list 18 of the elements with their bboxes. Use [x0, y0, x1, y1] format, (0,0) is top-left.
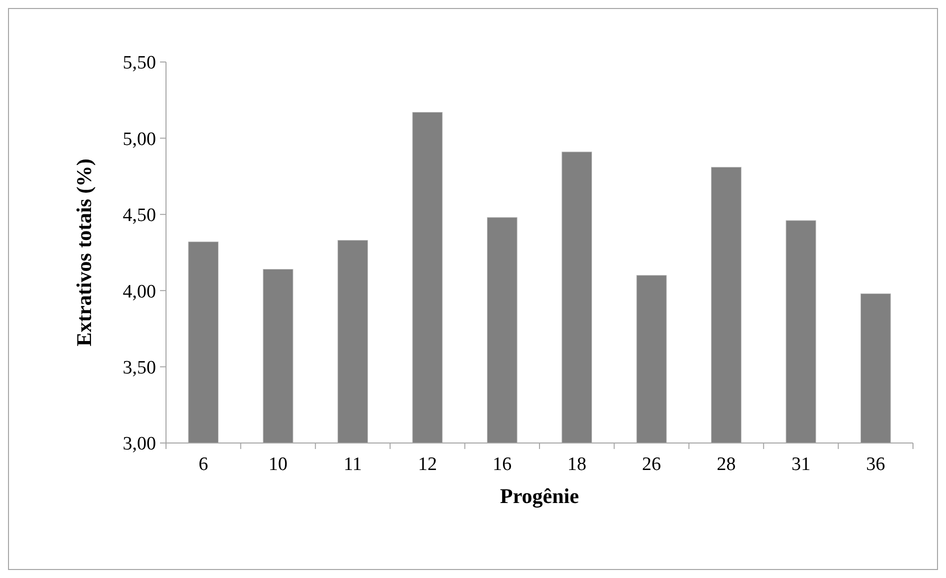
y-axis-title: Extrativos totais (%)	[72, 158, 96, 346]
x-tick-label: 31	[791, 454, 810, 475]
x-tick-label: 11	[344, 454, 362, 475]
y-tick-label: 5,00	[122, 128, 156, 150]
y-tick-label: 5,50	[122, 52, 156, 74]
x-tick-label: 28	[716, 454, 736, 475]
x-tick-label: 12	[418, 454, 437, 475]
x-tick-label: 36	[866, 454, 886, 475]
y-tick-label: 4,00	[122, 281, 156, 302]
y-tick-label: 4,50	[122, 205, 156, 226]
x-tick-label: 10	[268, 454, 288, 475]
y-tick-label: 3,50	[122, 357, 156, 378]
x-tick-label: 18	[567, 454, 586, 475]
x-tick-label: 6	[198, 454, 208, 475]
x-tick-label: 26	[642, 454, 662, 475]
y-tick-label: 3,00	[122, 434, 156, 455]
x-tick-label: 16	[492, 454, 512, 475]
x-axis-title: Progênie	[500, 484, 579, 508]
